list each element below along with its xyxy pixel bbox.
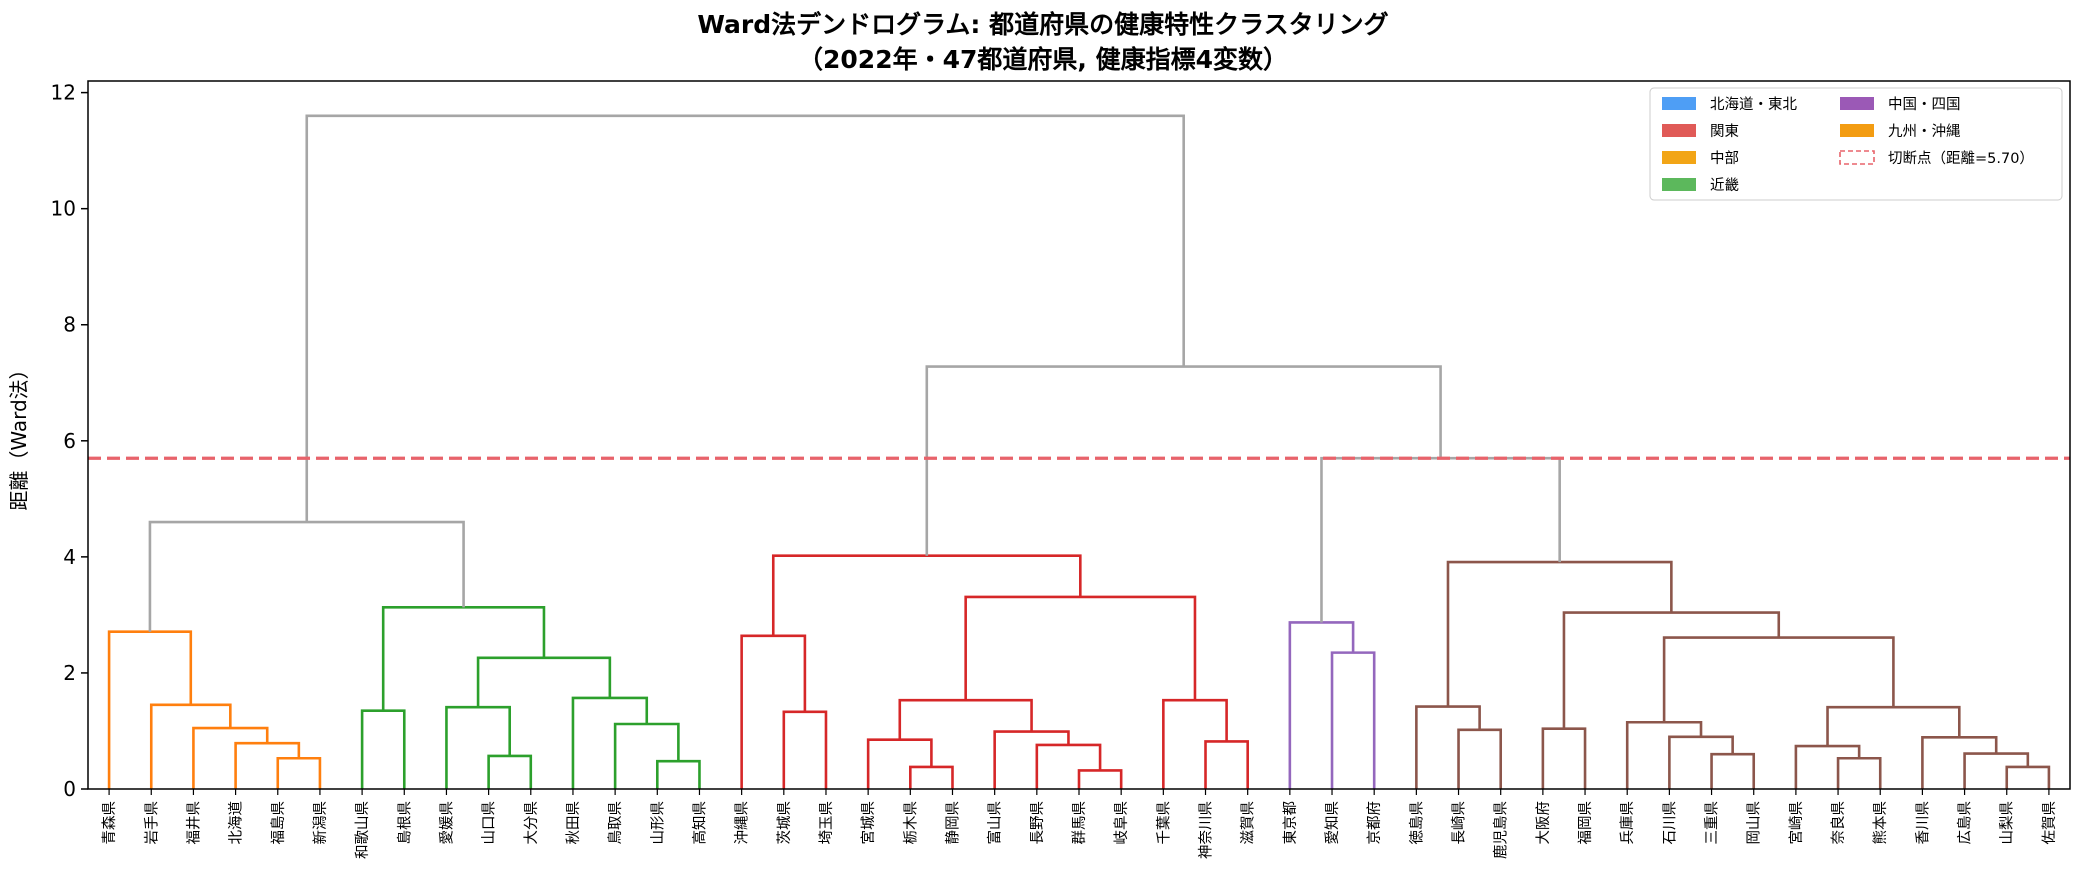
leaf-label: 大阪府 xyxy=(1535,801,1552,845)
legend-label: 北海道・東北 xyxy=(1710,96,1797,113)
legend-swatch xyxy=(1662,97,1696,110)
y-axis: 0 2 4 6 8 10 12 xyxy=(51,81,88,801)
leaf-label: 宮城県 xyxy=(860,801,877,845)
leaf-label: 山梨県 xyxy=(1999,801,2016,845)
leaf-label: 徳島県 xyxy=(1408,801,1425,845)
leaf-label: 広島県 xyxy=(1957,801,1974,845)
dendrogram-link xyxy=(1836,756,1882,789)
dendrogram-link xyxy=(1794,744,1861,789)
y-tick-label: 8 xyxy=(63,313,76,337)
leaf-label: 沖縄県 xyxy=(734,801,751,845)
legend-swatch xyxy=(1662,151,1696,164)
legend-swatch xyxy=(1840,97,1874,110)
leaf-label: 兵庫県 xyxy=(1619,801,1636,845)
dendrogram-link xyxy=(1457,728,1502,789)
x-axis: 青森県 岩手県 福井県 北海道 福島県 新潟県 和歌山県 島根県 愛媛県 山口県 大分県 秋田県 鳥取県… xyxy=(101,789,2058,859)
leaf-label: 島根県 xyxy=(396,801,413,845)
legend-label: 九州・沖縄 xyxy=(1888,123,1961,140)
leaf-label: 群馬県 xyxy=(1071,801,1088,845)
leaf-label: 茨城県 xyxy=(776,801,793,845)
legend-swatch xyxy=(1662,124,1696,137)
leaf-label: 大分県 xyxy=(523,801,540,845)
dendrogram-link xyxy=(1446,560,1673,707)
dendrogram-link xyxy=(898,698,1033,740)
leaf-label: 青森県 xyxy=(101,801,118,845)
dendrogram-link xyxy=(305,114,1185,523)
leaf-label: 滋賀県 xyxy=(1240,801,1257,845)
leaf-label: 宮崎県 xyxy=(1788,801,1805,845)
dendrogram-link xyxy=(192,726,269,789)
dendrogram-link xyxy=(276,756,322,789)
dendrogram-link xyxy=(1921,736,1998,789)
legend-label: 切断点（距離=5.70） xyxy=(1888,149,2034,167)
dendrogram-link xyxy=(571,696,649,789)
dendrogram-link xyxy=(1162,698,1228,789)
leaf-label: 秋田県 xyxy=(565,801,582,845)
leaf-label: 香川県 xyxy=(1914,801,1931,845)
leaf-label: 鹿児島県 xyxy=(1493,801,1510,859)
leaf-label: 岩手県 xyxy=(143,801,160,845)
leaf-label: 千葉県 xyxy=(1155,801,1172,845)
legend-label: 中国・四国 xyxy=(1888,96,1961,113)
leaf-label: 奈良県 xyxy=(1830,801,1847,845)
leaf-label: 山形県 xyxy=(649,801,666,845)
dendrogram-link xyxy=(1826,705,1961,747)
dendrogram-link xyxy=(1077,769,1123,789)
leaf-label: 三重県 xyxy=(1704,801,1721,845)
leaf-label: 福井県 xyxy=(185,801,202,845)
dendrogram-link xyxy=(445,705,512,789)
y-tick-label: 4 xyxy=(63,545,76,569)
leaf-label: 長野県 xyxy=(1029,801,1046,845)
y-tick-label: 12 xyxy=(51,81,76,105)
leaf-label: 京都府 xyxy=(1366,801,1383,845)
leaf-label: 愛知県 xyxy=(1324,801,1341,845)
legend-box xyxy=(1649,87,2063,201)
leaf-label: 栃木県 xyxy=(902,801,919,845)
legend-label: 中部 xyxy=(1710,150,1739,167)
dendrogram-link xyxy=(993,730,1070,789)
leaf-label: 長崎県 xyxy=(1451,801,1468,845)
leaf-label: 愛媛県 xyxy=(438,801,455,845)
y-tick-label: 0 xyxy=(63,777,76,801)
leaf-label: 高知県 xyxy=(691,801,708,845)
leaf-label: 埼玉県 xyxy=(818,801,835,845)
leaf-label: 熊本県 xyxy=(1872,801,1889,845)
legend-swatch xyxy=(1662,178,1696,191)
leaf-label: 新潟県 xyxy=(312,801,329,845)
dendrogram-link xyxy=(1330,651,1376,789)
leaf-label: 静岡県 xyxy=(944,801,961,845)
legend-label: 関東 xyxy=(1710,123,1739,140)
leaf-label: 北海道 xyxy=(228,801,245,845)
leaf-label: 石川県 xyxy=(1662,801,1678,845)
leaf-label: 和歌山県 xyxy=(354,801,371,859)
dendrogram-link xyxy=(1668,735,1734,789)
dendrogram-link xyxy=(476,656,612,708)
y-tick-label: 10 xyxy=(51,197,76,221)
dendrogram-link xyxy=(360,709,406,789)
legend-label: 近畿 xyxy=(1710,177,1739,194)
y-axis-label: 距離（Ward法） xyxy=(7,359,31,510)
legend-swatch xyxy=(1840,124,1874,137)
chart-title-line2: （2022年・47都道府県, 健康指標4変数） xyxy=(798,45,1288,74)
legend-swatch-dashed xyxy=(1839,150,1875,165)
leaf-label: 岡山県 xyxy=(1746,801,1763,845)
y-tick-label: 6 xyxy=(63,429,76,453)
leaf-label: 岐阜県 xyxy=(1113,801,1130,845)
leaf-label: 福島県 xyxy=(270,801,287,845)
y-tick-label: 2 xyxy=(63,661,76,685)
leaf-label: 神奈川県 xyxy=(1198,801,1215,859)
leaf-label: 福岡県 xyxy=(1577,801,1594,845)
leaf-label: 東京都 xyxy=(1282,801,1299,845)
leaf-label: 山口県 xyxy=(481,801,498,845)
leaf-label: 富山県 xyxy=(986,801,1004,845)
leaf-label: 佐賀県 xyxy=(2041,801,2058,845)
leaf-label: 鳥取県 xyxy=(607,801,624,845)
dendrogram-link xyxy=(909,765,954,789)
chart-title-line1: Ward法デンドログラム: 都道府県の健康特性クラスタリング xyxy=(697,10,1388,39)
dendrogram-link xyxy=(1541,727,1587,789)
dendrogram-link xyxy=(1288,621,1355,789)
dendrogram-link xyxy=(2005,765,2051,789)
